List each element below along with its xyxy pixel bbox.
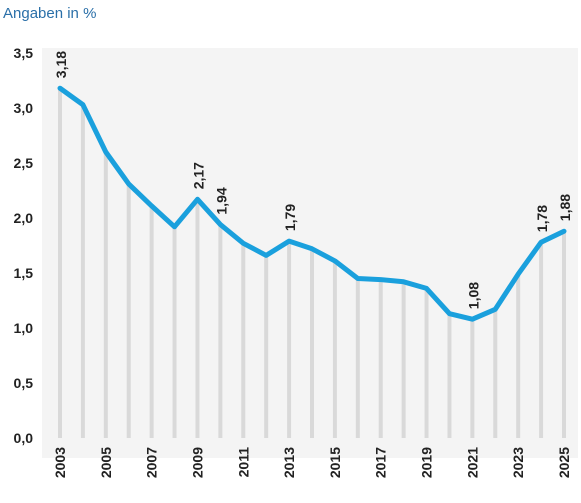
- data-label: 3,18: [53, 51, 69, 78]
- unit-label: Angaben in %: [3, 5, 97, 22]
- x-tick-label: 2017: [373, 447, 389, 478]
- y-tick-label: 3,5: [14, 45, 34, 61]
- x-tick-label: 2013: [281, 447, 297, 478]
- y-tick-label: 1,5: [14, 265, 34, 281]
- data-label: 2,17: [190, 162, 206, 189]
- drop-lines: [58, 88, 566, 438]
- x-tick-label: 2021: [464, 447, 480, 478]
- data-label: 1,88: [557, 194, 573, 221]
- x-axis-ticks: 2003 2005 2007 2009 2011 2013 2015 2017 2019 2021…: [52, 447, 572, 478]
- data-label: 1,79: [282, 204, 298, 231]
- x-tick-label: 2025: [556, 447, 572, 478]
- x-tick-label: 2023: [510, 447, 526, 478]
- y-tick-label: 1,0: [14, 320, 34, 336]
- y-axis-ticks: 0,0 0,5 1,0 1,5 2,0 2,5 3,0 3,5: [14, 45, 34, 446]
- data-labels: 3,18 2,17 1,94 1,79 1,08 1,78 1,88: [53, 51, 573, 309]
- x-tick-label: 2005: [98, 447, 114, 478]
- x-tick-label: 2007: [144, 447, 160, 478]
- data-label: 1,08: [465, 282, 481, 309]
- x-tick-label: 2019: [419, 447, 435, 478]
- y-tick-label: 0,5: [14, 375, 34, 391]
- x-tick-label: 2011: [235, 447, 251, 478]
- y-tick-label: 0,0: [14, 430, 34, 446]
- series-line: [57, 85, 567, 322]
- x-tick-label: 2009: [189, 447, 205, 478]
- y-tick-label: 2,0: [14, 210, 34, 226]
- y-tick-label: 3,0: [14, 100, 34, 116]
- y-tick-label: 2,5: [14, 155, 34, 171]
- x-tick-label: 2003: [52, 447, 68, 478]
- x-tick-label: 2015: [327, 447, 343, 478]
- data-label: 1,94: [213, 187, 229, 214]
- data-label: 1,78: [534, 205, 550, 232]
